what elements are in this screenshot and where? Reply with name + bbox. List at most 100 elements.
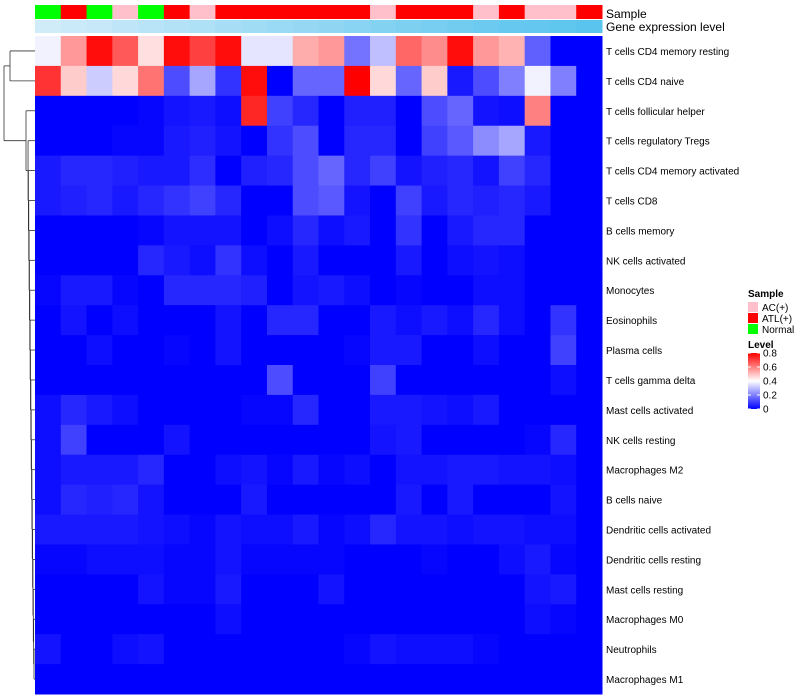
expression-annotation-cell: [163, 20, 191, 33]
heatmap-cell: [550, 185, 577, 216]
heatmap-cell: [138, 664, 165, 695]
heatmap-cell: [576, 634, 603, 665]
sample-annotation-cell: [112, 5, 139, 19]
heatmap-cell: [524, 65, 551, 97]
heatmap-cell: [473, 604, 500, 635]
heatmap-cell: [447, 454, 474, 486]
heatmap-cell: [266, 365, 294, 396]
heatmap-cell: [550, 95, 577, 127]
heatmap-cell: [576, 574, 603, 605]
heatmap-cell: [550, 484, 577, 516]
heatmap-cell: [473, 514, 500, 545]
heatmap-cell: [576, 454, 603, 486]
heatmap-cell: [215, 424, 242, 456]
heatmap-cell: [524, 155, 551, 187]
heatmap-cell: [292, 394, 319, 426]
heatmap-cell: [524, 365, 551, 396]
row-label: Macrophages M2: [606, 466, 684, 477]
heatmap-cell: [189, 95, 216, 127]
heatmap-cell: [370, 275, 397, 306]
expression-annotation-cell: [318, 20, 345, 33]
sample-annotation-cell: [189, 5, 216, 19]
heatmap-cell: [344, 454, 371, 486]
heatmap-cell: [189, 544, 216, 575]
heatmap-cell: [421, 365, 448, 396]
legend-level-label: 0.2: [763, 391, 777, 402]
heatmap-cell: [112, 155, 139, 187]
heatmap-cell: [241, 544, 268, 575]
heatmap-cell: [215, 215, 242, 246]
heatmap-cell: [344, 424, 371, 456]
heatmap-cell: [344, 95, 371, 127]
heatmap-cell: [473, 245, 500, 276]
expression-annotation-cell: [550, 20, 577, 33]
heatmap-cell: [421, 544, 448, 575]
heatmap-cell: [447, 365, 474, 396]
heatmap-cell: [241, 484, 268, 516]
heatmap-cell: [292, 305, 319, 336]
heatmap-cell: [395, 664, 423, 695]
heatmap-cell: [292, 275, 319, 306]
expression-annotation-cell: [112, 20, 139, 33]
heatmap-cell: [86, 394, 113, 426]
heatmap-cell: [447, 65, 474, 97]
heatmap-cell: [138, 454, 165, 486]
sample-annotation-cell: [498, 5, 526, 19]
heatmap-cell: [395, 365, 423, 396]
heatmap-cell: [163, 514, 191, 545]
expression-annotation-cell: [370, 20, 397, 33]
heatmap-cell: [318, 335, 345, 366]
heatmap-cell: [370, 454, 397, 486]
heatmap-cell: [473, 155, 500, 187]
row-label: Plasma cells: [606, 346, 662, 357]
heatmap-cell: [318, 185, 345, 216]
heatmap-cell: [447, 275, 474, 306]
heatmap-cell: [266, 514, 294, 545]
heatmap-cell: [344, 275, 371, 306]
heatmap-cell: [112, 394, 139, 426]
heatmap-cell: [447, 95, 474, 127]
heatmap-cell: [112, 95, 139, 127]
heatmap-cell: [35, 664, 62, 695]
heatmap-cell: [35, 484, 62, 516]
heatmap-cell: [395, 36, 423, 67]
heatmap-cell: [215, 245, 242, 276]
heatmap-cell: [35, 365, 62, 396]
heatmap-cell: [215, 185, 242, 216]
row-label: T cells follicular helper: [606, 107, 705, 118]
heatmap-cell: [395, 574, 423, 605]
heatmap-cell: [60, 454, 88, 486]
heatmap-cell: [215, 604, 242, 635]
heatmap-cell: [370, 544, 397, 575]
legend-sample-swatch: [748, 313, 758, 323]
heatmap-cell: [163, 305, 191, 336]
legend-sample-items: AC(+)ATL(+)Normal: [748, 302, 794, 336]
sample-annotation-cell: [370, 5, 397, 19]
heatmap-cell: [241, 245, 268, 276]
heatmap-cell: [498, 604, 526, 635]
heatmap-cell: [60, 215, 88, 246]
heatmap-cell: [318, 394, 345, 426]
heatmap-cell: [421, 65, 448, 97]
heatmap-cell: [498, 365, 526, 396]
row-labels: T cells CD4 memory resting T cells CD4 na…: [606, 47, 739, 686]
heatmap-cell: [370, 65, 397, 97]
heatmap-cell: [266, 245, 294, 276]
heatmap-cell: [112, 185, 139, 216]
heatmap-cell: [163, 65, 191, 97]
heatmap-cell: [576, 125, 603, 157]
heatmap-cell: [550, 215, 577, 246]
heatmap-cell: [241, 394, 268, 426]
heatmap-cell: [292, 185, 319, 216]
heatmap-cell: [215, 275, 242, 306]
heatmap-cell: [112, 484, 139, 516]
heatmap-cell: [318, 514, 345, 545]
heatmap-cell: [421, 215, 448, 246]
row-label: Macrophages M1: [606, 675, 684, 686]
sample-annotation-cell: [60, 5, 88, 19]
sample-annotation-cell: [473, 5, 500, 19]
heatmap-cell: [138, 36, 165, 67]
heatmap-cell: [60, 634, 88, 665]
sample-annotation-cell: [138, 5, 165, 19]
heatmap-cell: [370, 155, 397, 187]
